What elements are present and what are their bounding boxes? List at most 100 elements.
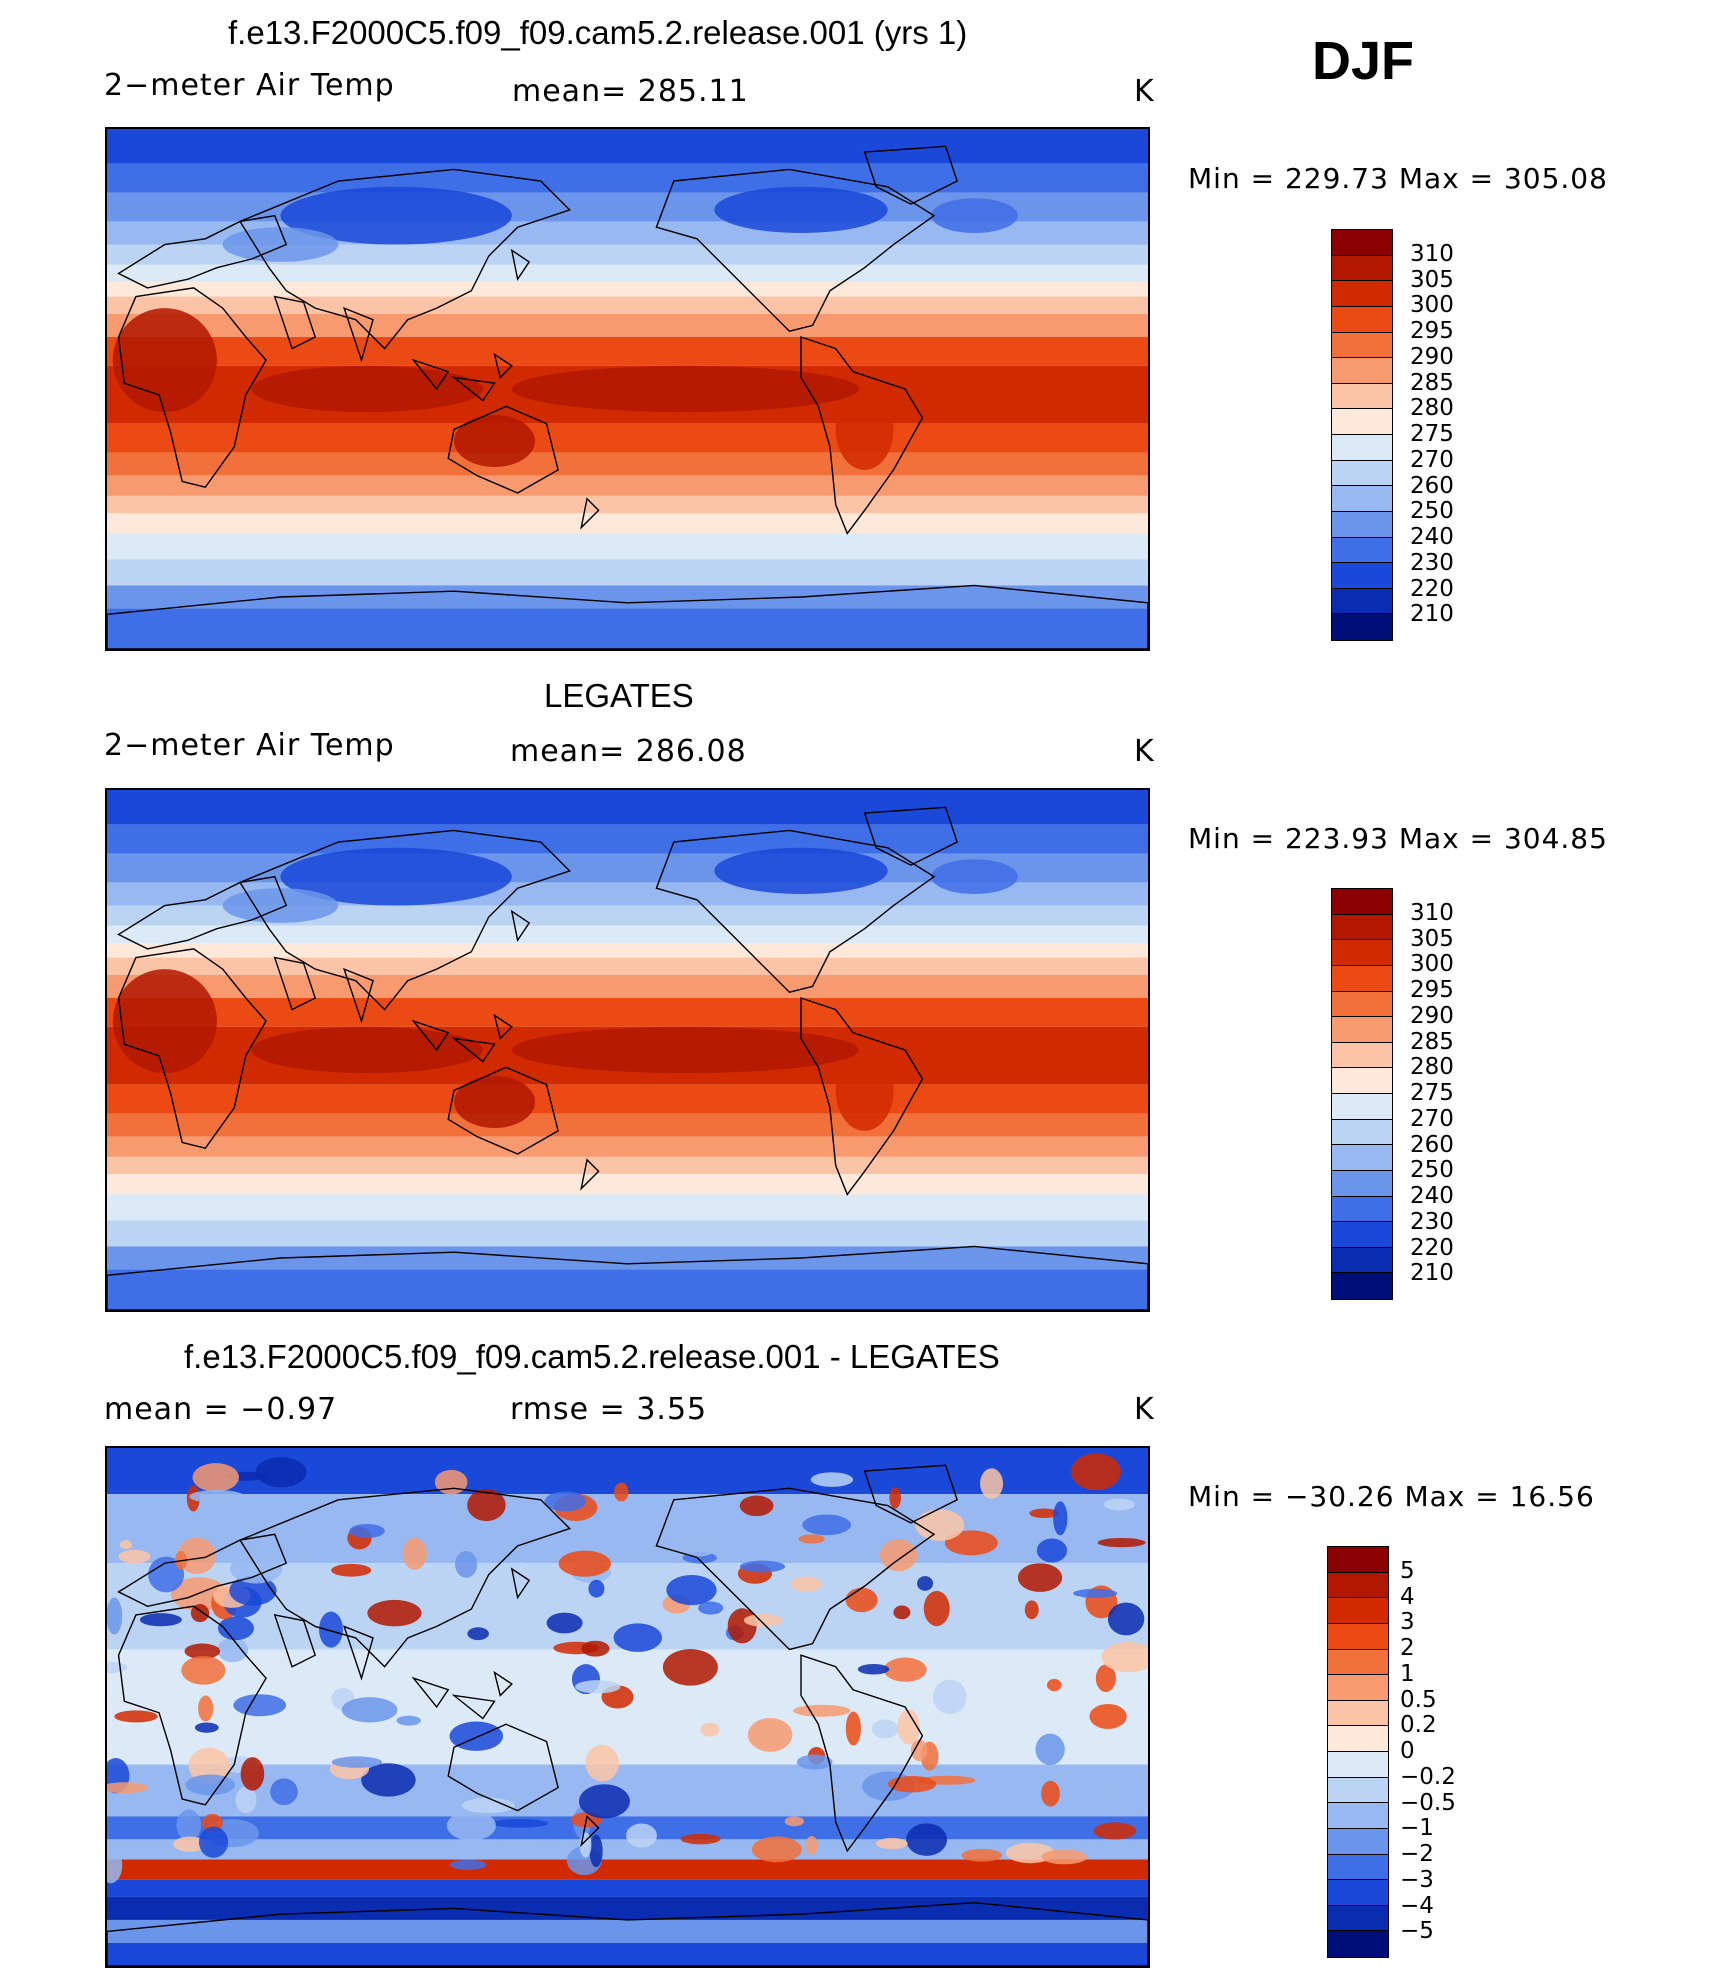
colorbar-box xyxy=(1332,965,1392,992)
colorbar-tick-label: 240 xyxy=(1410,1183,1454,1209)
colorbar-box xyxy=(1328,1777,1388,1804)
panel-1-colorbar xyxy=(1331,229,1393,641)
colorbar-tick-label: −2 xyxy=(1400,1841,1434,1867)
colorbar-box xyxy=(1332,563,1392,589)
colorbar-tick-label: 230 xyxy=(1410,1208,1454,1235)
panel-2-title: LEGATES xyxy=(544,677,694,714)
colorbar-box xyxy=(1332,1247,1392,1274)
colorbar-box xyxy=(1328,1905,1388,1932)
colorbar-tick-label: 250 xyxy=(1410,1157,1454,1184)
colorbar-box xyxy=(1332,1222,1392,1248)
colorbar-box xyxy=(1332,1119,1392,1146)
colorbar-tick-label: 210 xyxy=(1410,1260,1454,1287)
colorbar-tick-label: 220 xyxy=(1410,1234,1454,1261)
colorbar-box xyxy=(1328,1880,1388,1906)
panel-1-title: f.e13.F2000C5.f09_f09.cam5.2.release.001… xyxy=(228,14,968,51)
season-label: DJF xyxy=(1312,31,1415,91)
colorbar-box xyxy=(1332,358,1392,384)
colorbar-box xyxy=(1332,1094,1392,1120)
map-plot xyxy=(107,1448,1148,1966)
colorbar-tick-label: 230 xyxy=(1410,549,1454,576)
colorbar-tick-label: 0.2 xyxy=(1400,1712,1437,1739)
colorbar-box xyxy=(1328,1700,1388,1727)
colorbar-tick-label: 295 xyxy=(1410,977,1454,1003)
colorbar-tick-label: 5 xyxy=(1400,1557,1415,1584)
colorbar-box xyxy=(1332,914,1392,941)
colorbar-box xyxy=(1332,306,1392,333)
colorbar-box xyxy=(1328,1623,1388,1650)
colorbar-tick-label: 250 xyxy=(1410,498,1454,525)
panel-1-map xyxy=(105,127,1150,651)
colorbar-tick-label: 275 xyxy=(1410,421,1454,447)
colorbar-box xyxy=(1328,1752,1388,1778)
colorbar-box xyxy=(1332,588,1392,615)
colorbar-box xyxy=(1332,281,1392,307)
colorbar-tick-label: 280 xyxy=(1410,395,1454,422)
panel-3-colorbar xyxy=(1327,1546,1389,1958)
colorbar-tick-label: 310 xyxy=(1410,240,1454,267)
panel-3-minmax: Min = −30.26 Max = 16.56 xyxy=(1188,1480,1595,1513)
colorbar-box xyxy=(1332,332,1392,359)
colorbar-tick-label: 305 xyxy=(1410,925,1454,952)
panel-2-map xyxy=(105,788,1150,1312)
panel-1-minmax: Min = 229.73 Max = 305.08 xyxy=(1188,162,1608,195)
colorbar-box xyxy=(1328,1931,1388,1957)
colorbar-box xyxy=(1328,1598,1388,1624)
colorbar-tick-label: −5 xyxy=(1400,1918,1434,1945)
panel-3-title: f.e13.F2000C5.f09_f09.cam5.2.release.001… xyxy=(184,1338,1000,1375)
colorbar-tick-label: 290 xyxy=(1410,1002,1454,1029)
panel-3-mean-label: mean = −0.97 xyxy=(104,1392,338,1427)
panel-3-units-label: K xyxy=(1134,1392,1155,1427)
panel-2-units-label: K xyxy=(1134,734,1155,769)
colorbar-box xyxy=(1332,1042,1392,1069)
colorbar-tick-label: 290 xyxy=(1410,343,1454,370)
colorbar-tick-label: 305 xyxy=(1410,266,1454,293)
colorbar-box xyxy=(1332,383,1392,410)
colorbar-tick-label: 275 xyxy=(1410,1080,1454,1106)
colorbar-box xyxy=(1332,230,1392,256)
colorbar-tick-label: −0.2 xyxy=(1400,1763,1456,1790)
colorbar-tick-label: 285 xyxy=(1410,1028,1454,1055)
colorbar-tick-label: −4 xyxy=(1400,1892,1434,1919)
colorbar-box xyxy=(1332,511,1392,538)
panel-1-mean-label: mean= 285.11 xyxy=(512,74,749,109)
colorbar-box xyxy=(1332,1017,1392,1043)
map-plot xyxy=(107,790,1148,1310)
colorbar-box xyxy=(1328,1854,1388,1881)
colorbar-box xyxy=(1328,1572,1388,1599)
colorbar-tick-label: 260 xyxy=(1410,1131,1454,1158)
colorbar-box xyxy=(1332,1170,1392,1197)
colorbar-box xyxy=(1332,1068,1392,1094)
colorbar-tick-label: 270 xyxy=(1410,1105,1454,1132)
colorbar-tick-label: 0 xyxy=(1400,1738,1415,1764)
panel-1-variable-label: 2−meter Air Temp xyxy=(104,68,395,103)
colorbar-box xyxy=(1332,435,1392,461)
colorbar-tick-label: 300 xyxy=(1410,951,1454,978)
colorbar-box xyxy=(1332,255,1392,282)
colorbar-tick-label: 285 xyxy=(1410,369,1454,396)
colorbar-tick-label: 2 xyxy=(1400,1635,1415,1661)
colorbar-tick-label: 4 xyxy=(1400,1583,1415,1610)
panel-2-minmax: Min = 223.93 Max = 304.85 xyxy=(1188,822,1608,855)
panel-2-colorbar xyxy=(1331,888,1393,1300)
colorbar-tick-label: 210 xyxy=(1410,601,1454,628)
colorbar-box xyxy=(1332,460,1392,487)
colorbar-tick-label: 300 xyxy=(1410,292,1454,319)
colorbar-box xyxy=(1328,1803,1388,1829)
colorbar-box xyxy=(1332,537,1392,564)
colorbar-tick-label: 260 xyxy=(1410,472,1454,499)
colorbar-tick-label: −0.5 xyxy=(1400,1789,1456,1816)
colorbar-box xyxy=(1332,1273,1392,1299)
colorbar-tick-label: 3 xyxy=(1400,1609,1415,1636)
panel-1-units-label: K xyxy=(1134,74,1155,109)
colorbar-tick-label: −3 xyxy=(1400,1866,1434,1893)
panel-2-mean-label: mean= 286.08 xyxy=(510,734,747,769)
colorbar-box xyxy=(1328,1726,1388,1752)
colorbar-box xyxy=(1328,1675,1388,1701)
map-plot xyxy=(107,129,1148,649)
colorbar-box xyxy=(1332,409,1392,435)
colorbar-tick-label: 240 xyxy=(1410,524,1454,550)
panel-2-variable-label: 2−meter Air Temp xyxy=(104,728,395,763)
colorbar-box xyxy=(1332,889,1392,915)
colorbar-box xyxy=(1332,940,1392,966)
